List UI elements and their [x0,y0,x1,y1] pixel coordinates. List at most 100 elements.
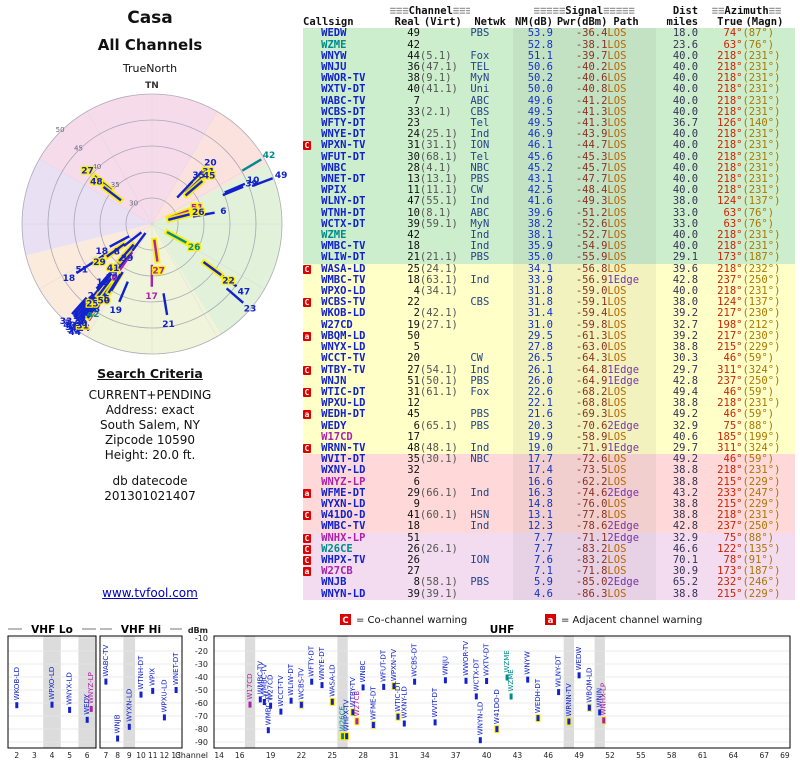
distance-miles: 30.3 [672,353,699,365]
station-table: ≡≡≡Channel≡≡≡ ≡≡≡≡≡Signal≡≡≡≡≡ Dist ≡≡Az… [303,6,795,600]
callsign: WNJU [321,62,347,74]
station-marker [85,716,89,723]
station-label: WFTY-DT [308,645,316,676]
callsign: WZME [321,39,347,51]
station-marker [392,683,396,690]
table-row: WNYE-DT 24 (25.1) Ind 46.9 -43.9 LOS 40.0 218° (2… [303,129,795,141]
pwr-dbm: -39.7 [553,51,608,62]
warning-cell [303,62,321,73]
table-row: WCBS-DT 33 (2.1) CBS 49.5 -41.3 LOS 40.0 218° (23… [303,106,795,119]
station-label: WWOR-TV [462,641,470,676]
pwr-dbm: -41.2 [553,96,608,107]
station-marker [602,717,606,724]
table-row: WNYN-LD 39 (39.1) 4.6 -86.3 LOS 38.8 215° (229°) [303,588,795,600]
virtual-channel: (59.1) [419,218,458,230]
virtual-channel [420,28,470,39]
distance-miles: 38.8 [672,476,699,488]
station-label: WNYE-DT [318,646,326,680]
azimuth-true: 311° [717,364,743,376]
warning-cell: C [303,264,321,275]
distance-miles: 40.0 [672,84,699,96]
azimuth-true: 122° [717,543,743,555]
network: PBS [470,252,490,264]
azimuth-true: 124° [717,297,743,309]
warning-badge: a [303,567,311,577]
col-true: True [717,17,743,29]
network: CW [470,185,483,197]
station-label: WNJN [596,688,604,707]
real-channel: 26 [407,543,420,555]
radar-channel-label: 19 [110,306,123,316]
tvfool-link[interactable]: www.tvfool.com [102,586,198,600]
radar-spoke [153,239,159,262]
pwr-dbm: -59.8 [553,320,608,331]
warning-badge: C [303,298,311,308]
real-channel: 30 [407,151,420,163]
real-channel: 48 [407,442,420,454]
warning-cell: C [303,510,321,521]
station-marker [598,709,602,716]
station-table-wrap: ≡≡≡Channel≡≡≡ ≡≡≡≡≡Signal≡≡≡≡≡ Dist ≡≡Az… [303,6,797,600]
real-channel: 51 [407,375,420,387]
path: 1Edge [607,376,655,387]
network [470,398,512,409]
criteria-line: Zipcode 10590 [104,433,196,447]
callsign: WFME-DT [321,487,366,499]
nm-db: 34.1 [513,264,553,275]
nm-db: 16.6 [513,477,553,488]
azimuth-true: 74° [723,28,743,40]
azimuth-true: 218° [717,230,743,242]
nm-db: 31.0 [513,320,553,331]
channel-tick: 37 [451,751,461,760]
azimuth-true: 215° [717,588,743,600]
nm-db: 50.0 [513,84,553,95]
distance-miles: 49.2 [672,409,699,421]
callsign: WRNN-TV [321,442,366,454]
callsign: WPIX [321,185,347,197]
radar-channel-label: 9 [111,269,117,279]
radar-channel-label: 27 [81,166,94,176]
warning-badge: C [303,141,311,151]
warning-cell [303,454,321,465]
virtual-channel [420,331,470,342]
dbm-tick: -80 [195,725,208,734]
distance-miles: 40.6 [672,431,699,443]
path: LOS [607,409,655,420]
uhf-label: UHF [490,624,515,636]
station-label: WABC-TV [102,645,110,677]
pwr-dbm: -48.4 [553,185,608,196]
azimuth-magnetic: (231°) [742,398,781,410]
distance-miles: 32.7 [672,319,699,331]
callsign: WPXU-LD [321,398,366,410]
warning-cell: a [303,409,321,420]
distance-miles: 40.0 [672,151,699,163]
network: Uni [470,84,490,96]
station-label: WTIC-DT [394,681,402,712]
virtual-channel: (8.1) [419,207,452,219]
network: Ind [470,442,490,454]
radar-channel-label: 18 [63,274,76,284]
azimuth-true: 237° [717,521,743,533]
callsign: WHPX-TV [321,554,366,566]
network: PBS [470,375,490,387]
radar-channel-label: 20 [204,159,217,169]
radar-channel-label: 51 [76,266,89,276]
pwr-dbm: -71.1 [553,533,608,544]
nm-db: 17.7 [513,454,553,465]
virtual-channel: (39.1) [419,588,458,600]
network: Ind [470,129,490,141]
azimuth-magnetic: (231°) [742,129,781,141]
radar-channel-label: 23 [244,305,257,315]
warning-cell [303,51,321,62]
warning-cell [303,398,321,409]
virtual-channel: (31.1) [419,140,458,152]
path: LOS [607,208,655,219]
station-marker [587,704,591,711]
table-row: WABC-TV 7 ABC 49.6 -41.2 LOS 40.0 218° (231°) [303,95,795,107]
callsign: WCCT-TV [321,353,366,365]
table-row: WKOB-LD 2 (42.1) 31.4 -59.4 LOS 39.2 217° (230°) [303,308,795,320]
azimuth-magnetic: (199°) [742,431,781,443]
station-marker [382,683,386,690]
callsign: WCTX-DT [321,218,366,230]
radar-spoke [162,293,169,316]
